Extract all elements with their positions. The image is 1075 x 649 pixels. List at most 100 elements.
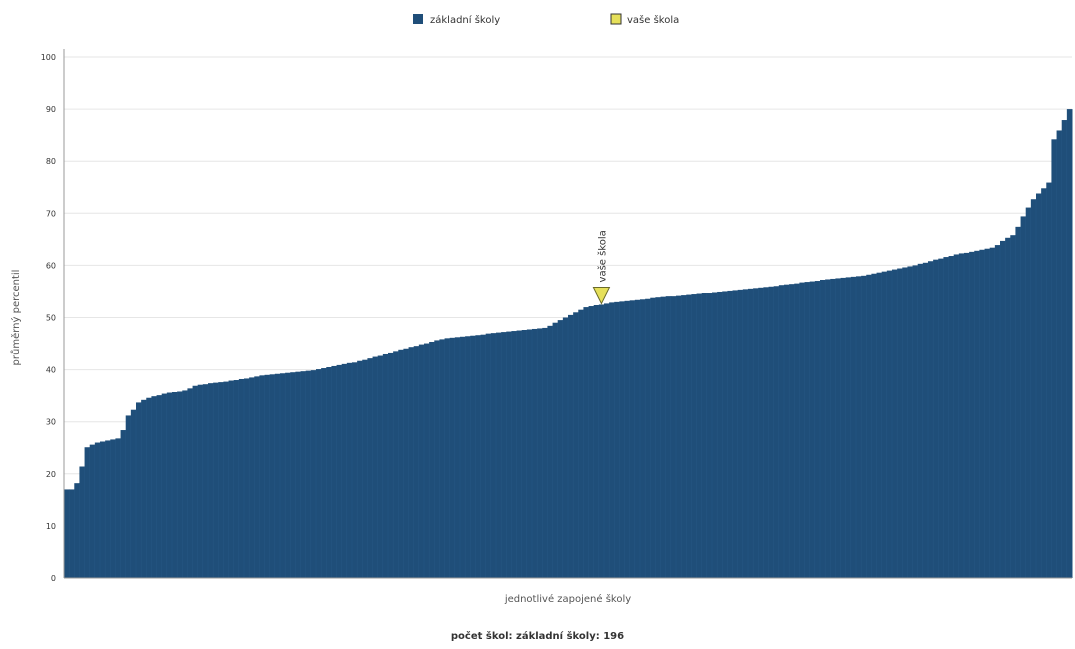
bar: [125, 415, 132, 578]
bar: [434, 340, 440, 578]
bar: [588, 306, 595, 578]
bar: [506, 331, 512, 578]
bar: [984, 248, 991, 578]
bar: [69, 489, 75, 578]
bar: [110, 439, 116, 578]
bar: [871, 273, 878, 578]
bar: [362, 359, 368, 578]
bar: [928, 261, 934, 578]
bar: [372, 356, 379, 578]
bar: [74, 483, 80, 578]
legend-label-schools: základní školy: [430, 14, 500, 26]
y-tick-label: 100: [41, 53, 56, 62]
bar: [742, 289, 749, 578]
bar: [424, 343, 430, 578]
bar: [830, 278, 836, 578]
bar: [244, 378, 250, 578]
bar: [166, 392, 173, 578]
bar: [331, 365, 338, 578]
bar: [228, 380, 235, 578]
bar: [496, 332, 502, 578]
bar: [989, 247, 996, 578]
bar: [346, 362, 353, 578]
bar: [465, 336, 471, 578]
bar: [341, 363, 348, 578]
bar: [382, 353, 389, 578]
y-tick-label: 80: [46, 157, 56, 166]
y-tick-label: 0: [51, 574, 56, 583]
school-count-footer: počet škol: základní školy: 196: [450, 631, 625, 642]
bar: [758, 287, 764, 578]
y-tick-label: 30: [46, 418, 56, 427]
bar: [979, 249, 986, 578]
bar: [223, 381, 230, 578]
bar: [511, 331, 518, 578]
bar: [1066, 109, 1073, 578]
bar: [881, 271, 888, 578]
bar: [784, 284, 790, 578]
bar: [650, 297, 656, 578]
bar: [778, 285, 785, 578]
bar: [578, 309, 584, 578]
bar: [208, 383, 214, 578]
bar: [958, 253, 965, 579]
y-tick-label: 10: [46, 522, 56, 531]
bar: [922, 262, 929, 578]
bar: [444, 338, 451, 578]
bar: [357, 360, 363, 578]
bar: [1041, 188, 1047, 579]
bar: [213, 382, 219, 578]
bar: [295, 371, 302, 578]
bar: [974, 250, 980, 578]
bar: [470, 335, 476, 578]
bar: [722, 291, 728, 578]
bar: [202, 384, 209, 578]
bar: [712, 292, 718, 578]
bar: [748, 288, 754, 578]
bar: [1061, 120, 1068, 578]
bar: [352, 362, 358, 578]
bar: [665, 296, 672, 578]
bar: [789, 284, 795, 578]
bar: [460, 336, 466, 578]
bar: [897, 268, 903, 578]
bar: [501, 332, 507, 578]
bar: [583, 307, 590, 578]
bar: [696, 293, 703, 578]
bar: [686, 294, 692, 578]
bar: [706, 293, 713, 578]
y-tick-label: 90: [46, 105, 56, 114]
bar: [598, 304, 605, 578]
bar: [1030, 199, 1037, 578]
bar: [866, 274, 872, 578]
bar: [943, 257, 950, 578]
bar: [79, 466, 86, 578]
bar: [856, 276, 862, 578]
bar: [1015, 226, 1022, 578]
bar: [645, 298, 651, 578]
bar-separators: [68, 120, 1068, 578]
bar: [886, 270, 893, 578]
bar: [552, 322, 559, 578]
bar: [799, 282, 806, 578]
bar: [475, 335, 482, 578]
bar: [917, 263, 924, 578]
bar: [187, 388, 194, 578]
bar: [64, 489, 70, 578]
bar: [1010, 235, 1016, 578]
bar: [280, 373, 286, 578]
bar: [825, 279, 831, 578]
bar: [624, 300, 631, 578]
bar: [192, 385, 199, 578]
bar: [105, 440, 111, 578]
bars: [64, 109, 1073, 579]
bar: [326, 366, 332, 578]
bar: [115, 438, 122, 578]
bar: [182, 390, 188, 578]
bar: [660, 296, 667, 578]
legend: základní školy vaše škola: [413, 13, 679, 26]
bar: [732, 290, 739, 578]
bar: [480, 334, 487, 578]
bar: [94, 442, 101, 578]
bar: [398, 349, 404, 578]
